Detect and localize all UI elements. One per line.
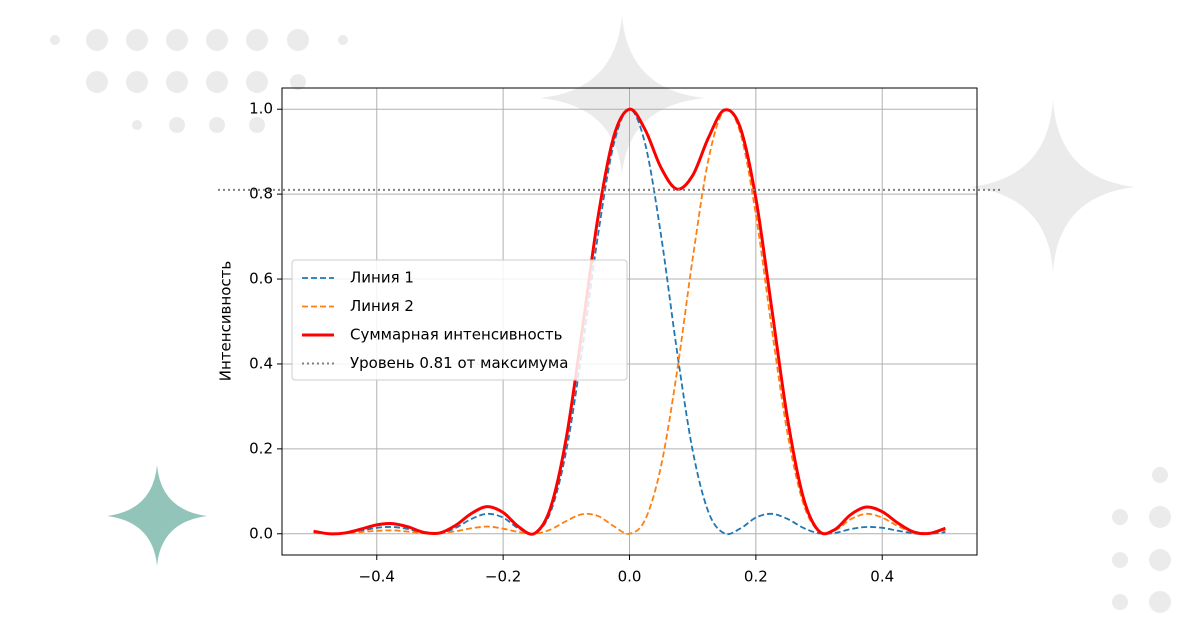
legend-box [291,259,628,381]
decoration [50,15,1171,613]
legend-label: Уровень 0.81 от максимума [350,354,568,372]
legend-label: Линия 2 [350,297,414,315]
x-tick-label: 0.2 [744,568,768,586]
y-axis-label: Интенсивность [217,261,235,381]
y-tick-label: 0.8 [249,185,273,203]
series-line [313,107,946,536]
y-tick-label: 0.4 [249,354,273,372]
y-tick-label: 0.0 [249,524,273,542]
y-tick-label: 1.0 [249,100,273,118]
y-tick-label: 0.6 [249,270,273,288]
x-tick-label: 0.4 [870,568,894,586]
x-tick-label: −0.4 [359,568,395,586]
legend-label: Суммарная интенсивность [350,326,562,344]
y-tick-label: 0.2 [249,439,273,457]
legend: Линия 1 Линия 2 Суммарная интенсивность Уро… [291,259,628,381]
x-tick-label: −0.2 [485,568,521,586]
legend-label: Линия 1 [350,269,414,287]
x-tick-label: 0.0 [618,568,642,586]
